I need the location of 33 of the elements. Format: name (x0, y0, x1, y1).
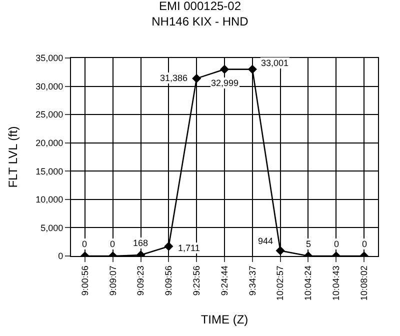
x-tick-label: 10:04:43 (331, 266, 342, 301)
x-axis-title: TIME (Z) (200, 312, 248, 327)
y-tick-label: 35,000 (36, 53, 64, 64)
x-tick-label: 9:24:44 (219, 266, 230, 296)
text: 0 (362, 239, 368, 249)
text: 1,711 (178, 243, 200, 253)
x-tick-label: 9:09:23 (136, 266, 146, 296)
y-tick-label: 10,000 (36, 194, 64, 205)
text: 31,386 (160, 73, 188, 83)
text: 168 (133, 238, 148, 248)
x-tick-label: 9:09:07 (108, 266, 118, 296)
x-tick-label: 10:02:57 (275, 266, 286, 301)
y-axis-title: FLT LVL (ft) (6, 126, 20, 188)
y-tick-label: 25,000 (36, 110, 64, 120)
y-tick-label: 30,000 (36, 81, 64, 92)
text: 5 (306, 239, 312, 249)
y-tick-label: 0 (58, 251, 64, 262)
text: 944 (258, 236, 274, 246)
text: 33,001 (261, 58, 289, 68)
x-tick-label: 9:34:37 (247, 266, 258, 296)
y-tick-label: 15,000 (36, 166, 64, 176)
x-tick-label: 9:23:56 (192, 266, 202, 296)
text: 32,999 (211, 78, 239, 88)
x-tick-label: 9:00:56 (80, 266, 90, 296)
chart-title: EMI 000125-02 NH146 KIX - HND (152, 0, 249, 29)
y-tick-label: 5,000 (40, 222, 64, 233)
y-tick-label: 20,000 (36, 138, 64, 148)
text: 0 (334, 239, 340, 249)
x-tick-label: 9:09:56 (164, 266, 174, 296)
x-tick-label: 10:08:02 (358, 266, 369, 301)
x-tick-label: 10:04:24 (303, 266, 314, 301)
text: 0 (110, 239, 116, 249)
text: 0 (82, 239, 88, 249)
